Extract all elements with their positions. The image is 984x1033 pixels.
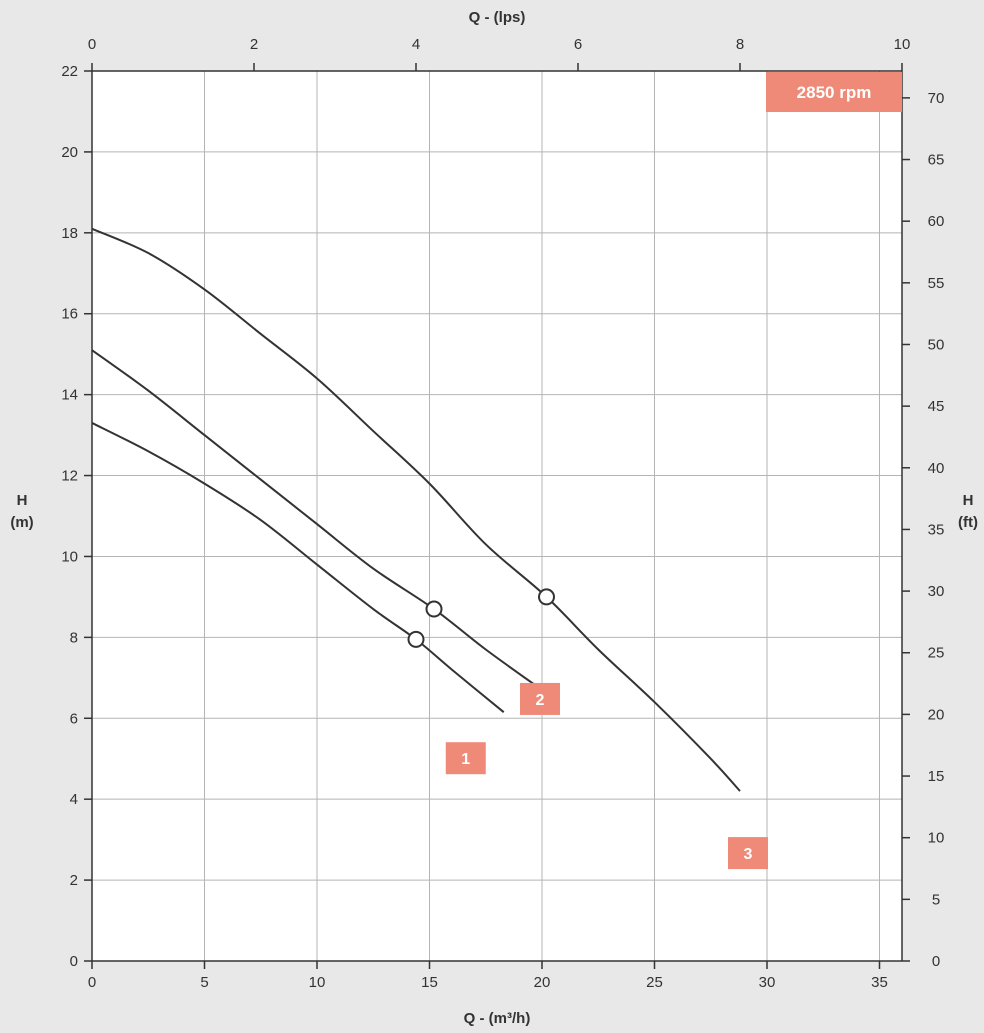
y-axis-unit-right: (ft) <box>958 514 978 531</box>
y-axis-unit-left: (m) <box>10 514 33 531</box>
axes: 0 5 10 15 20 25 30 350 2 4 6 8 100246810121416182022… <box>10 9 978 1027</box>
curve-label-bg <box>445 742 486 775</box>
y-tick-label-left: 8 <box>70 629 78 646</box>
curve-label-bg <box>728 837 768 870</box>
y-tick-label-right: 0 <box>932 953 940 970</box>
bep-marker-3 <box>538 588 555 606</box>
y-axis-title-right: H <box>963 492 974 509</box>
curve-label-bg <box>520 682 560 715</box>
y-tick-label-right: 25 <box>928 645 945 662</box>
bep-marker-2 <box>425 600 443 618</box>
y-tick-label-right: 65 <box>928 152 945 169</box>
y-tick-label-left: 16 <box>61 306 78 323</box>
x-tick-label-top: 4 <box>412 36 420 53</box>
x-tick-label-bottom: 5 <box>200 974 208 991</box>
y-tick-label-right: 40 <box>928 460 945 477</box>
curve-1 <box>91 422 505 713</box>
y-tick-label-left: 2 <box>70 872 78 889</box>
curve-2 <box>91 349 543 691</box>
y-tick-label-left: 6 <box>70 710 78 727</box>
y-tick-label-left: 4 <box>70 791 78 808</box>
x-tick-label-top: 2 <box>250 36 258 53</box>
speed-badge-bg <box>766 72 902 112</box>
y-tick-label-right: 60 <box>928 213 945 230</box>
y-tick-label-left: 18 <box>61 225 78 242</box>
x-tick-label-bottom: 0 <box>88 974 96 991</box>
x-tick-label-top: 0 <box>88 36 96 53</box>
curve-label-2: 2 <box>520 682 560 715</box>
speed-badge: 2850 rpm <box>766 72 902 112</box>
y-tick-label-left: 22 <box>61 63 78 80</box>
x-axis-title-top: Q - (lps) <box>469 9 526 26</box>
x-tick-label-bottom: 20 <box>534 974 551 991</box>
y-tick-label-left: 14 <box>61 387 78 404</box>
x-tick-label-bottom: 15 <box>421 974 438 991</box>
y-tick-label-right: 5 <box>932 891 940 908</box>
x-tick-label-top: 10 <box>894 36 911 53</box>
curve-3 <box>91 227 741 792</box>
x-tick-label-top: 8 <box>736 36 744 53</box>
series <box>91 227 741 792</box>
x-tick-label-bottom: 35 <box>871 974 888 991</box>
x-tick-label-bottom: 10 <box>309 974 326 991</box>
curve-label-text: 1 <box>461 751 470 768</box>
y-tick-label-right: 70 <box>928 90 945 107</box>
speed-badge-text: 2850 rpm <box>797 83 872 102</box>
y-tick-label-right: 35 <box>928 521 945 538</box>
y-tick-label-right: 50 <box>928 336 945 353</box>
y-tick-label-right: 30 <box>928 583 945 600</box>
y-tick-label-left: 0 <box>70 953 78 970</box>
plot-area <box>92 71 902 961</box>
y-tick-label-left: 10 <box>61 548 78 565</box>
x-tick-label-top: 6 <box>574 36 582 53</box>
curve-label-text: 3 <box>744 846 753 863</box>
labels: 1 2 3 2850 rpm <box>445 72 902 870</box>
curve-label-3: 3 <box>728 837 768 870</box>
y-tick-label-right: 45 <box>928 398 945 415</box>
y-tick-label-right: 55 <box>928 275 945 292</box>
x-tick-label-bottom: 30 <box>759 974 776 991</box>
y-tick-label-left: 12 <box>61 468 78 485</box>
y-tick-label-left: 20 <box>61 144 78 161</box>
y-tick-label-right: 10 <box>928 830 945 847</box>
x-axis-title-bottom: Q - (m³/h) <box>464 1010 531 1027</box>
curve-label-text: 2 <box>536 692 545 709</box>
y-axis-title-left: H <box>17 492 28 509</box>
y-tick-label-right: 20 <box>928 706 945 723</box>
bep-marker-1 <box>407 630 425 648</box>
y-tick-label-right: 15 <box>928 768 945 785</box>
curve-label-1: 1 <box>445 742 486 775</box>
x-tick-label-bottom: 25 <box>646 974 663 991</box>
